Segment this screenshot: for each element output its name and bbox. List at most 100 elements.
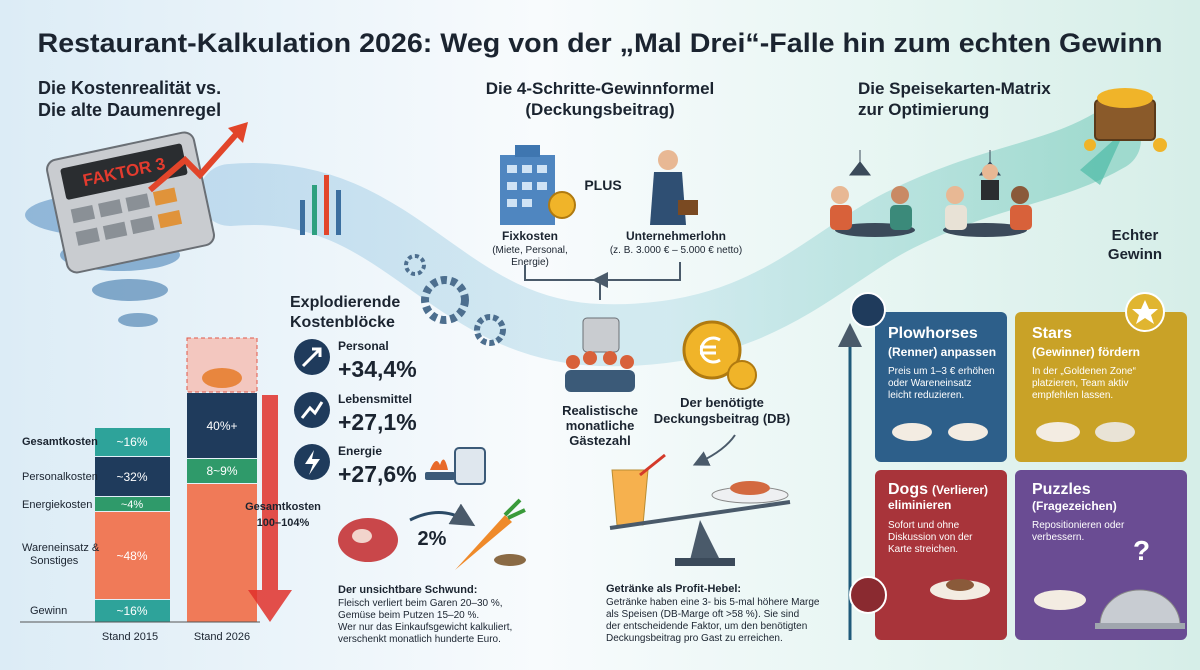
calculator-tornado-part-part — [152, 187, 178, 206]
guests-coin-part — [682, 320, 742, 380]
quadrant-subtitle: (Gewinner) fördern — [1032, 345, 1140, 359]
meat-carrot-part — [455, 515, 512, 570]
cost-chart-part — [187, 484, 257, 622]
text-line: Der benötigte — [680, 395, 764, 410]
segment-label: ~4% — [121, 499, 144, 511]
text-line: oder Wareneinsatz — [888, 378, 972, 389]
scale-part — [639, 453, 666, 477]
block-label: Lebensmittel — [338, 392, 412, 406]
row-label: Gewinn — [30, 605, 67, 617]
treasure-part — [1084, 139, 1096, 151]
text-line: Die Kostenrealität vs. — [38, 78, 221, 98]
calculator-tornado-part — [324, 175, 329, 235]
calculator-tornado-part — [228, 122, 248, 143]
matrix-frame-part — [948, 423, 988, 441]
restaurant-scene-part — [891, 186, 909, 204]
row-label: Personalkosten — [22, 471, 98, 483]
guests-coin-part-part — [566, 355, 580, 369]
restaurant-scene-part — [830, 205, 852, 230]
calculator-tornado-part-part — [125, 193, 150, 212]
building-person-part — [650, 172, 686, 225]
guests-coin-part-part — [565, 370, 635, 392]
scale-part — [611, 469, 649, 526]
calculator-tornado: FAKTOR 3 — [25, 122, 341, 327]
quadrant-text: Sofort und ohne Diskussion von der Karte s… — [888, 520, 973, 555]
text-line: (Fragezeichen) — [1032, 499, 1117, 513]
text-line: Wer nur das Einkaufsgewicht kalkuliert, — [338, 622, 512, 633]
text-line: Die alte Daumenregel — [38, 100, 221, 120]
section-heading: Die Kostenrealität vs. Die alte Daumenreg… — [38, 78, 221, 120]
building-person-part-part — [522, 182, 532, 190]
treasure — [1084, 88, 1167, 152]
guests-coin-part — [692, 434, 736, 466]
text-line: Fleisch verliert beim Garen 20–30 %, — [338, 598, 503, 609]
text-line: Deckungsbeitrag (DB) — [654, 411, 791, 426]
restaurant-scene-part — [890, 205, 912, 230]
building-person-part-part — [522, 199, 532, 207]
block-value: +34,4% — [338, 356, 417, 382]
guests-coin — [565, 317, 757, 466]
text-line: der entscheidende Faktor, um den benötig… — [606, 621, 807, 632]
block-label: Energie — [338, 444, 382, 458]
text-line: Diskussion von der — [888, 532, 973, 543]
building-person-part-part — [507, 165, 517, 173]
calculator-tornado-part-part — [98, 199, 123, 218]
shrink-title: Der unsichtbare Schwund: — [338, 584, 477, 596]
guests-label: Realistische monatliche Gästezahl — [562, 403, 638, 448]
page-title: Restaurant-Kalkulation 2026: Weg von der… — [38, 28, 1163, 58]
text-line: verschenkt monatlich hunderte Euro. — [338, 634, 501, 645]
restaurant-scene-part — [981, 180, 999, 200]
scale-part — [690, 520, 720, 560]
question-mark: ? — [1133, 535, 1150, 566]
restaurant-scene — [830, 150, 1032, 237]
plus-label: PLUS — [584, 177, 621, 193]
restaurant-scene-part — [1010, 205, 1032, 230]
calculator-tornado-part-part — [157, 209, 183, 229]
fix-text: (Miete, Personal, Energie) — [492, 245, 568, 268]
cost-chart-part — [95, 497, 170, 511]
block-value: +27,1% — [338, 409, 417, 435]
total-label: Gesamtkosten 100–104% — [245, 501, 321, 529]
quadrant-title: Plowhorses — [888, 325, 978, 342]
scale-part — [730, 481, 770, 495]
matrix-frame-part — [1034, 590, 1086, 610]
treasure-part — [1097, 88, 1153, 108]
guests-coin-part — [582, 317, 620, 353]
column-label: Stand 2015 — [102, 631, 158, 643]
text-line: (Miete, Personal, — [492, 245, 568, 256]
guests-coin-part — [699, 336, 721, 364]
segment-label: 40%+ — [206, 419, 237, 433]
text-line: Die Speisekarten-Matrix — [858, 79, 1051, 98]
calculator-tornado-part-part — [75, 227, 100, 246]
section-heading: Die 4-Schritte-Gewinnformel (Deckungsbeit… — [486, 79, 715, 119]
matrix-frame-part — [1132, 300, 1158, 324]
text-line: verbessern. — [1032, 532, 1084, 543]
segment-label: 8~9% — [206, 464, 237, 478]
calculator-tornado-part-part — [102, 221, 128, 240]
matrix-frame-part — [849, 576, 887, 614]
text-line: Echter — [1112, 227, 1159, 244]
building-person-part — [678, 200, 698, 215]
meat-carrot-part — [409, 503, 476, 527]
cost-chart-part — [95, 512, 170, 599]
cost-chart-part — [187, 459, 257, 483]
restaurant-scene-part — [946, 186, 964, 204]
scale-part — [609, 500, 791, 530]
meat-carrot-part — [494, 554, 526, 566]
text-line: Repositionieren oder — [1032, 520, 1125, 531]
building-person-part — [507, 165, 547, 207]
scale-part — [675, 558, 735, 566]
text-line: 100–104% — [257, 517, 310, 529]
text-line: monatliche — [566, 418, 635, 433]
block-icons-part — [454, 447, 486, 485]
quadrant-subtitle: (Renner) anpassen — [888, 345, 996, 359]
block-icons-part — [305, 450, 320, 475]
background-part — [1080, 130, 1125, 185]
building-person-part — [658, 150, 678, 170]
lohn-note: (z. B. 3.000 € – 5.000 € netto) — [610, 245, 742, 256]
building-person-part — [515, 145, 540, 157]
text-line: Preis um 1–3 € erhöhen — [888, 366, 995, 377]
shrink-badge: 2% — [418, 528, 447, 550]
restaurant-scene-part — [945, 205, 967, 230]
